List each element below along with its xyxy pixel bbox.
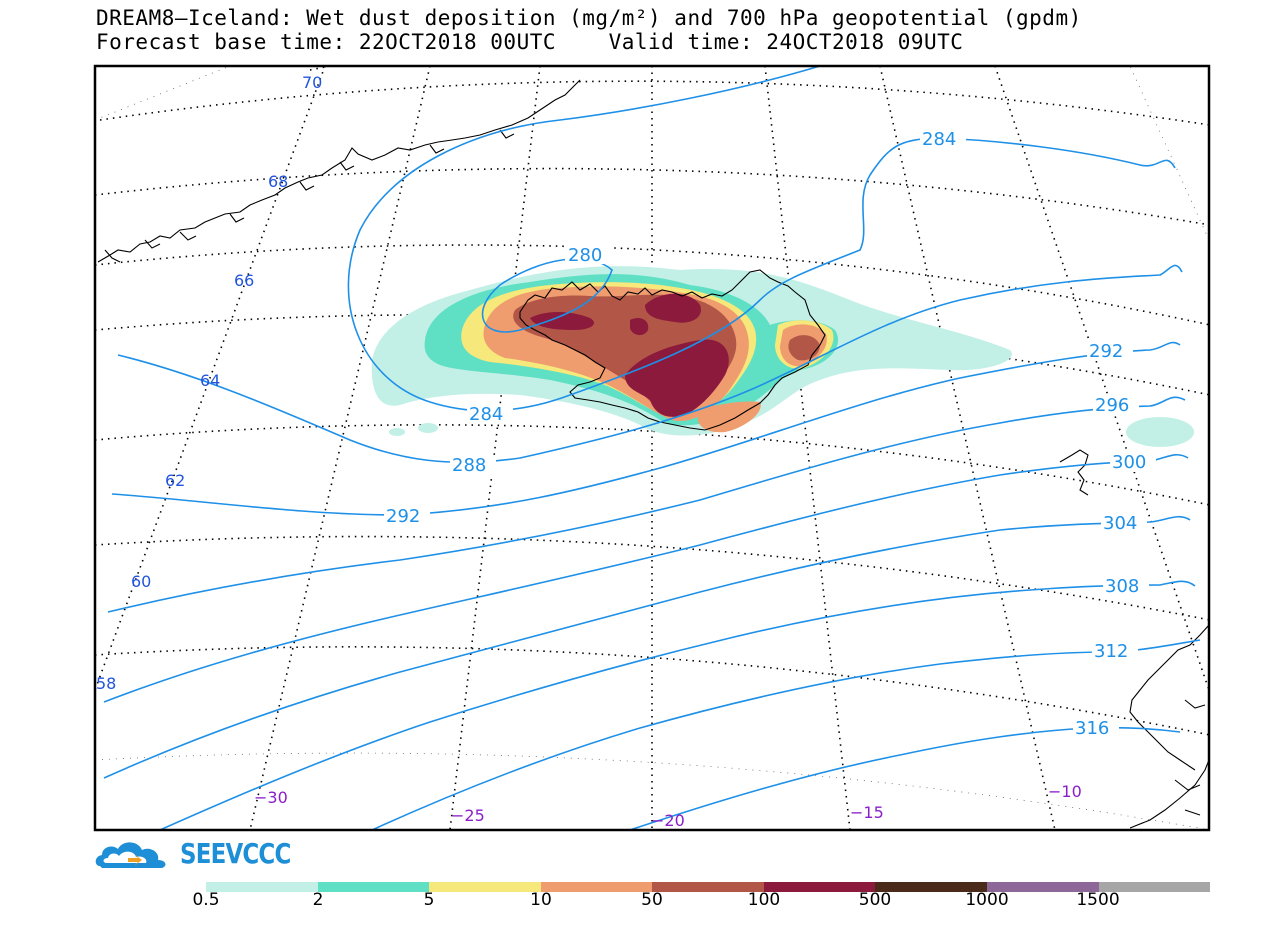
logo-text: SEEVCCC [180,837,291,870]
legend-swatch-10 [540,882,653,892]
legend-label-500: 500 [858,890,892,910]
contour-label-280: 280 [568,245,602,266]
cloud-logo-icon [95,842,166,868]
longitude-labels: −30 −25 −20 −15 −10 [254,782,1082,830]
latitude-labels: 70 68 66 64 62 60 58 [96,73,322,693]
forecast-times: Forecast base time: 22OCT2018 00UTC Vali… [96,30,964,54]
contour-label-308: 308 [1105,576,1139,597]
map-body: 280 284 284 288 292 292 296 300 304 308 … [95,66,1209,830]
legend-swatch-500 [875,882,987,892]
lat-label-64: 64 [200,371,220,390]
legend-labels: 0.5 2 5 10 50 100 500 1000 1500 [0,890,1276,914]
lon-label-minus25: −25 [451,806,485,825]
longitude-graticule [95,66,1209,830]
lat-label-68: 68 [268,172,288,191]
legend-label-5: 5 [423,890,435,910]
lat-label-62: 62 [165,471,185,490]
legend-swatch-50 [652,882,764,892]
legend-label-100: 100 [747,890,781,910]
legend-label-1000: 1000 [965,890,1009,910]
legend-swatch-2 [317,882,430,892]
lat-label-70: 70 [302,73,322,92]
lon-label-minus20: −20 [651,811,685,830]
map-title: DREAM8—Iceland: Wet dust deposition (mg/… [96,6,1082,30]
contour-labels: 280 284 284 288 292 292 296 300 304 308 … [384,128,1156,739]
contour-label-284-north: 284 [922,129,956,150]
legend-label-10: 10 [530,890,552,910]
lat-label-58: 58 [96,674,116,693]
lon-label-minus10: −10 [1048,782,1082,801]
legend-swatch-1000 [986,882,1099,892]
color-legend [206,882,1211,892]
legend-label-2: 2 [312,890,324,910]
legend-label-50: 50 [641,890,663,910]
lat-label-66: 66 [234,271,254,290]
contour-label-304: 304 [1103,513,1137,534]
contour-label-316: 316 [1075,718,1109,739]
lon-label-minus30: −30 [254,788,288,807]
latitude-graticule [95,66,1209,736]
seevccc-logo: SEEVCCC [94,836,304,872]
contour-label-300: 300 [1112,452,1146,473]
legend-label-1500: 1500 [1076,890,1120,910]
contour-label-296: 296 [1095,395,1129,416]
legend-swatch-0.5 [206,882,318,892]
lon-label-minus15: −15 [850,803,884,822]
legend-swatch-1500 [1098,882,1211,892]
coastlines [97,79,1209,829]
map-frame [93,64,1211,832]
legend-swatch-5 [429,882,541,892]
contour-label-288: 288 [452,455,486,476]
contour-label-284-west: 284 [469,404,503,425]
contour-label-312: 312 [1094,641,1128,662]
legend-label-0.5: 0.5 [192,890,220,910]
lat-label-60: 60 [131,572,151,591]
legend-swatch-100 [763,882,876,892]
contour-label-292-west: 292 [386,506,420,527]
contour-label-292-east: 292 [1089,341,1123,362]
